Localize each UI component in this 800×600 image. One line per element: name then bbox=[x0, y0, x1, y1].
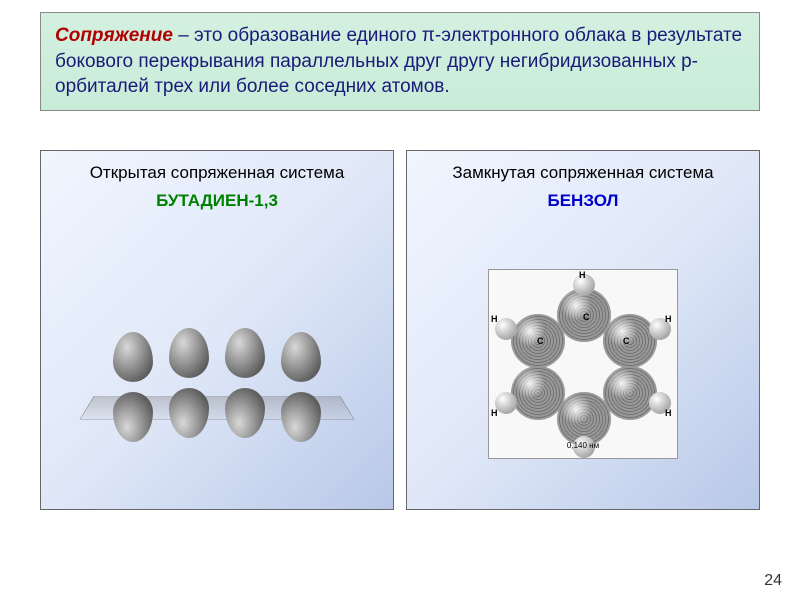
panel-left-title: Открытая сопряженная система bbox=[90, 163, 345, 183]
carbon-sphere bbox=[511, 366, 565, 420]
definition-box: Сопряжение – это образование единого π-э… bbox=[40, 12, 760, 111]
butadiene-orbitals bbox=[87, 314, 347, 454]
hydrogen-sphere bbox=[495, 392, 517, 414]
p-orbital-2 bbox=[165, 328, 213, 438]
p-orbital-3 bbox=[221, 328, 269, 438]
benzene-figure: H H H H H C C C 0,140 нм bbox=[415, 211, 751, 497]
panel-benzene: Замкнутая сопряженная система БЕНЗОЛ H bbox=[406, 150, 760, 510]
p-orbital-4 bbox=[277, 332, 325, 442]
panel-butadiene: Открытая сопряженная система БУТАДИЕН-1,… bbox=[40, 150, 394, 510]
butadiene-figure bbox=[49, 211, 385, 497]
carbon-sphere bbox=[603, 314, 657, 368]
panel-right-subtitle: БЕНЗОЛ bbox=[548, 191, 619, 211]
p-orbital-1 bbox=[109, 332, 157, 442]
h-label: H bbox=[491, 314, 498, 324]
hydrogen-sphere bbox=[495, 318, 517, 340]
panel-right-title: Замкнутая сопряженная система bbox=[452, 163, 713, 183]
c-label: C bbox=[623, 336, 630, 346]
carbon-sphere bbox=[603, 366, 657, 420]
h-label: H bbox=[665, 314, 672, 324]
panel-left-subtitle: БУТАДИЕН-1,3 bbox=[156, 191, 278, 211]
bond-length-label: 0,140 нм bbox=[567, 441, 599, 450]
c-label: C bbox=[583, 312, 590, 322]
h-label: H bbox=[579, 270, 586, 280]
page-number: 24 bbox=[764, 572, 782, 590]
panels-row: Открытая сопряженная система БУТАДИЕН-1,… bbox=[40, 150, 760, 510]
h-label: H bbox=[491, 408, 498, 418]
definition-term: Сопряжение bbox=[55, 25, 173, 46]
c-label: C bbox=[537, 336, 544, 346]
h-label: H bbox=[665, 408, 672, 418]
benzene-molecule: H H H H H C C C 0,140 нм bbox=[488, 269, 678, 459]
